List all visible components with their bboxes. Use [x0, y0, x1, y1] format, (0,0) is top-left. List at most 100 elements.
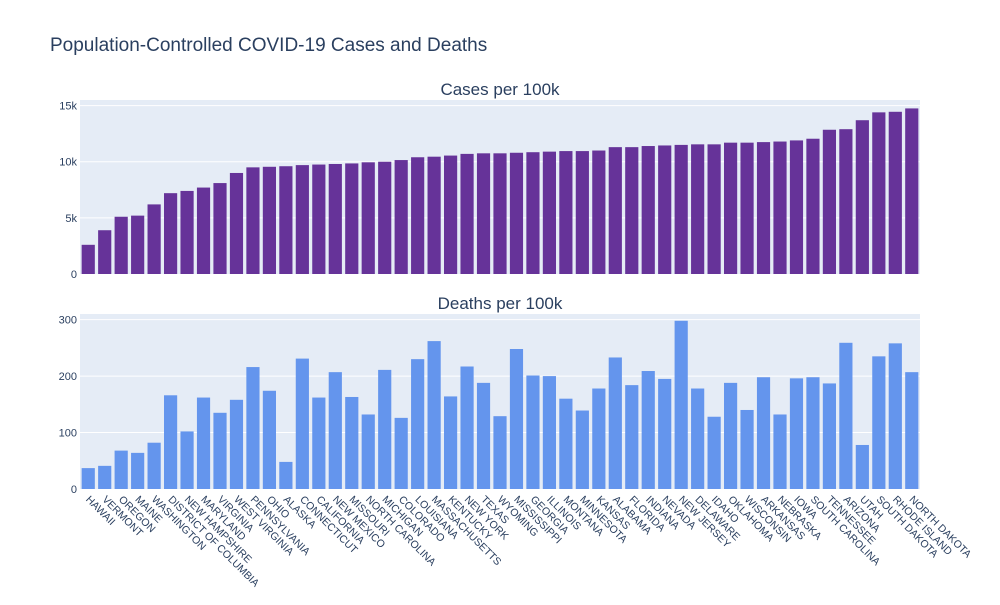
- deaths-bar[interactable]: [559, 398, 573, 489]
- deaths-bar[interactable]: [707, 416, 721, 489]
- deaths-bar[interactable]: [345, 396, 359, 489]
- cases-bar[interactable]: [888, 111, 902, 274]
- cases-bar[interactable]: [411, 157, 425, 274]
- cases-bar[interactable]: [822, 129, 836, 274]
- cases-bar[interactable]: [724, 142, 738, 274]
- deaths-bar[interactable]: [575, 410, 589, 489]
- deaths-bar[interactable]: [394, 417, 408, 489]
- deaths-bar[interactable]: [114, 450, 128, 489]
- cases-bar[interactable]: [444, 155, 458, 274]
- deaths-bar[interactable]: [411, 359, 425, 489]
- deaths-bar[interactable]: [147, 442, 161, 489]
- cases-bar[interactable]: [855, 120, 869, 275]
- deaths-bar[interactable]: [872, 356, 886, 489]
- cases-bar[interactable]: [147, 204, 161, 274]
- deaths-bar[interactable]: [312, 397, 326, 489]
- deaths-bar[interactable]: [806, 377, 820, 489]
- deaths-bar[interactable]: [98, 465, 112, 489]
- cases-bar[interactable]: [691, 144, 705, 274]
- cases-bar[interactable]: [229, 172, 244, 274]
- cases-bar[interactable]: [262, 166, 276, 274]
- deaths-bar[interactable]: [213, 412, 227, 489]
- cases-bar[interactable]: [279, 166, 293, 274]
- deaths-bar[interactable]: [279, 461, 293, 489]
- deaths-bar[interactable]: [164, 395, 178, 489]
- cases-bar[interactable]: [625, 147, 639, 274]
- deaths-bar[interactable]: [131, 452, 145, 489]
- deaths-bar[interactable]: [262, 390, 276, 489]
- cases-bar[interactable]: [378, 161, 392, 274]
- cases-bar[interactable]: [164, 193, 178, 274]
- cases-bar[interactable]: [592, 150, 606, 274]
- deaths-bar[interactable]: [905, 372, 919, 489]
- cases-bar[interactable]: [196, 187, 211, 274]
- deaths-bar[interactable]: [592, 388, 606, 489]
- cases-bar[interactable]: [312, 164, 326, 274]
- deaths-bar[interactable]: [493, 416, 507, 489]
- cases-bar[interactable]: [773, 141, 787, 274]
- deaths-bar[interactable]: [229, 399, 244, 489]
- deaths-bar[interactable]: [822, 383, 836, 489]
- cases-bar[interactable]: [295, 165, 309, 274]
- deaths-bar[interactable]: [444, 396, 458, 489]
- cases-bar[interactable]: [509, 152, 524, 274]
- cases-bar[interactable]: [641, 146, 655, 274]
- deaths-bar[interactable]: [180, 431, 194, 489]
- deaths-bar[interactable]: [196, 397, 211, 489]
- cases-bar[interactable]: [839, 129, 853, 274]
- cases-bar[interactable]: [658, 145, 672, 274]
- cases-bar[interactable]: [476, 153, 491, 274]
- cases-bar[interactable]: [131, 215, 145, 274]
- cases-bar[interactable]: [460, 153, 474, 274]
- deaths-bar[interactable]: [460, 366, 474, 490]
- deaths-bar[interactable]: [641, 371, 655, 489]
- deaths-bar[interactable]: [427, 341, 441, 489]
- deaths-bar[interactable]: [542, 376, 556, 489]
- deaths-bar[interactable]: [295, 358, 309, 489]
- deaths-bar[interactable]: [674, 320, 688, 489]
- deaths-bar[interactable]: [81, 468, 95, 489]
- cases-bar[interactable]: [674, 144, 688, 274]
- cases-bar[interactable]: [81, 244, 95, 274]
- deaths-bar[interactable]: [361, 414, 375, 489]
- cases-bar[interactable]: [542, 151, 556, 274]
- deaths-bar[interactable]: [789, 378, 804, 489]
- deaths-bar[interactable]: [773, 414, 787, 489]
- cases-bar[interactable]: [872, 112, 886, 274]
- cases-bar[interactable]: [361, 162, 375, 274]
- cases-bar[interactable]: [345, 163, 359, 274]
- deaths-bar[interactable]: [526, 375, 540, 489]
- deaths-bar[interactable]: [476, 382, 491, 489]
- cases-bar[interactable]: [493, 153, 507, 274]
- deaths-bar[interactable]: [608, 357, 622, 489]
- deaths-bar[interactable]: [509, 349, 524, 489]
- deaths-bar[interactable]: [691, 388, 705, 489]
- deaths-bar[interactable]: [246, 367, 260, 489]
- cases-bar[interactable]: [246, 167, 260, 274]
- deaths-bar[interactable]: [839, 342, 853, 489]
- deaths-bar[interactable]: [888, 343, 902, 489]
- deaths-bar[interactable]: [756, 377, 771, 489]
- deaths-bar[interactable]: [658, 378, 672, 489]
- cases-bar[interactable]: [180, 190, 194, 274]
- cases-bar[interactable]: [806, 138, 820, 274]
- cases-bar[interactable]: [707, 144, 721, 274]
- deaths-bar[interactable]: [625, 385, 639, 489]
- cases-bar[interactable]: [394, 160, 408, 274]
- deaths-bar[interactable]: [378, 369, 392, 489]
- cases-bar[interactable]: [114, 216, 128, 274]
- cases-bar[interactable]: [213, 183, 227, 274]
- cases-bar[interactable]: [98, 230, 112, 274]
- deaths-bar[interactable]: [328, 372, 342, 489]
- cases-bar[interactable]: [427, 156, 441, 274]
- cases-bar[interactable]: [328, 163, 342, 274]
- cases-bar[interactable]: [575, 151, 589, 274]
- cases-bar[interactable]: [740, 142, 754, 274]
- cases-bar[interactable]: [559, 151, 573, 274]
- cases-bar[interactable]: [789, 140, 804, 274]
- deaths-bar[interactable]: [740, 409, 754, 489]
- deaths-bar[interactable]: [855, 444, 869, 489]
- cases-bar[interactable]: [756, 142, 771, 274]
- deaths-bar[interactable]: [724, 382, 738, 489]
- cases-bar[interactable]: [608, 147, 622, 274]
